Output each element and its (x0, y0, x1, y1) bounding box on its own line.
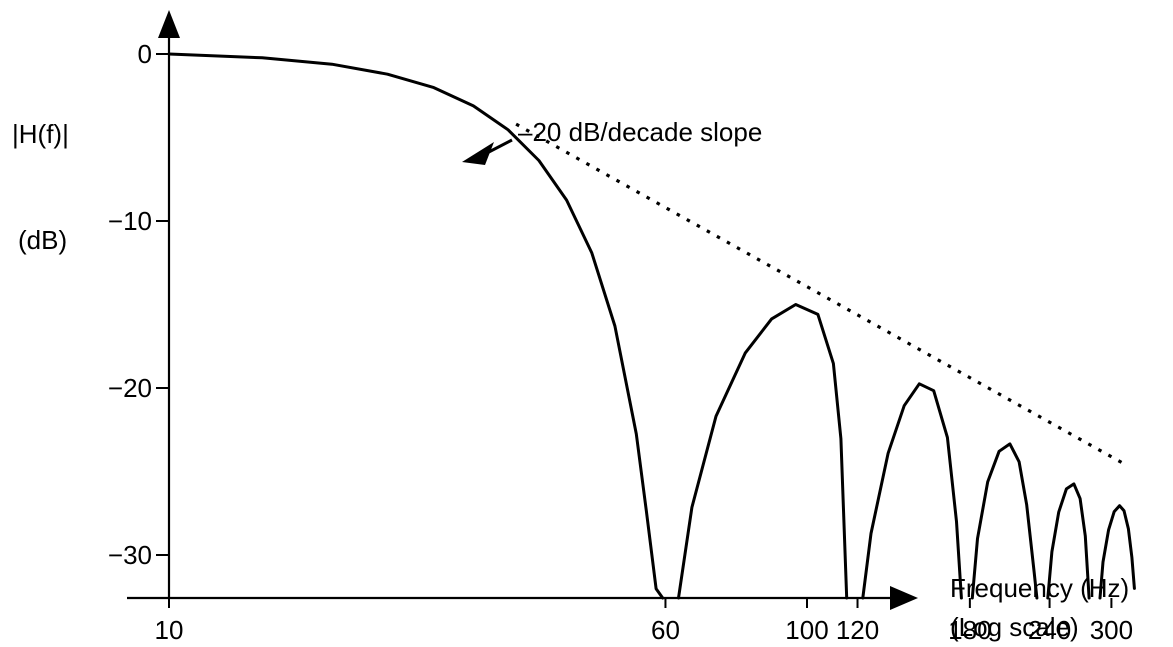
y-tick-label: −20 (108, 373, 152, 403)
y-tick-label: −10 (108, 206, 152, 236)
x-tick-label: 60 (651, 615, 680, 645)
annotation-arrow-shaft (484, 138, 513, 156)
x-tick-label: 300 (1090, 615, 1133, 645)
y-ticks-group: 0 −10 −20 −30 (108, 39, 169, 570)
side-lobe-curve-1 (677, 303, 849, 600)
y-axis-label-magnitude: |H(f)| (12, 119, 69, 149)
magnitude-response-curve (167, 52, 1136, 600)
side-lobe-curve-3 (970, 442, 1039, 600)
main-lobe-curve (167, 52, 665, 600)
x-axis-arrowhead (890, 586, 918, 610)
y-axis-arrowhead (158, 10, 180, 38)
annotation-arrowhead (462, 142, 494, 165)
x-tick-label: 180 (948, 615, 991, 645)
y-axis-label-units: (dB) (18, 225, 67, 255)
slope-annotation-label: –20 dB/decade slope (518, 117, 762, 147)
side-lobe-curve-4 (1046, 482, 1091, 600)
x-ticks-group: 10 60 100 120 180 240 300 (155, 598, 1133, 645)
x-tick-label: 120 (836, 615, 879, 645)
slope-asymptote-line (515, 122, 1127, 467)
side-lobe-curve-2 (861, 382, 963, 600)
x-tick-label: 240 (1028, 615, 1071, 645)
y-tick-label: −30 (108, 540, 152, 570)
x-axis-label-frequency: Frequency (Hz) (950, 573, 1129, 603)
x-tick-label: 100 (785, 615, 828, 645)
side-lobe-curve-5 (1098, 504, 1136, 600)
x-axis-label-scale: (Log scale) (950, 612, 1079, 642)
y-tick-label: 0 (138, 39, 152, 69)
slope-asymptote-group (515, 122, 1127, 467)
x-tick-label: 10 (155, 615, 184, 645)
